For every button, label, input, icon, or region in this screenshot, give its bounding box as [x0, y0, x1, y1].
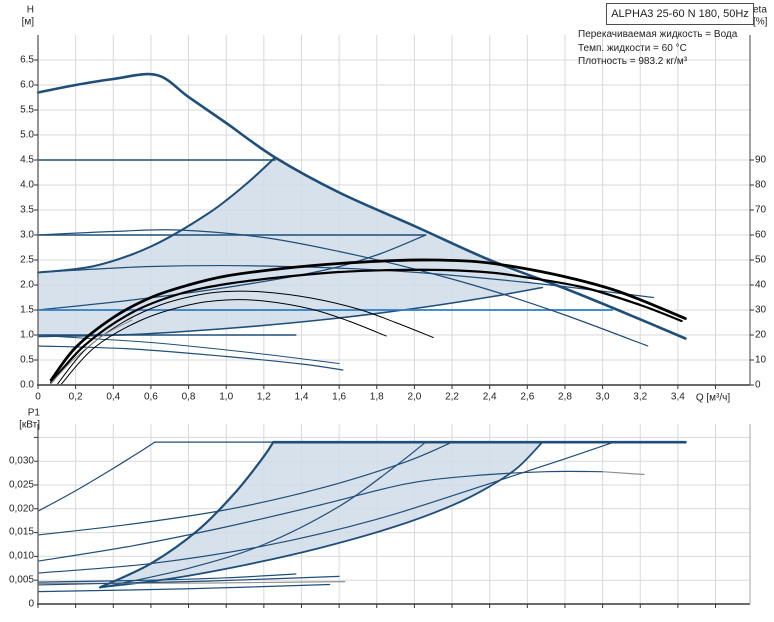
tick-label: 0.0 — [20, 379, 34, 391]
eta-curve-main — [49, 258, 687, 382]
p1-const-1p0 — [37, 573, 297, 583]
h-axis-unit: [м] — [21, 16, 34, 28]
prop-pressure-curve-mid — [37, 234, 427, 311]
eta-curve-small-2 — [60, 299, 387, 386]
eta-curve-second — [50, 268, 683, 384]
tick-label: 0.5 — [20, 354, 34, 366]
p1-min-speed — [37, 575, 340, 586]
eta-curve-small-1 — [56, 290, 434, 386]
tick-label: 6.5 — [20, 54, 34, 66]
p1-speed-iii-tail — [602, 471, 645, 476]
tick-label: 6.0 — [20, 79, 34, 91]
p1-const-1p5 — [37, 441, 615, 574]
tick-label: 80 — [755, 179, 767, 191]
prop-pressure-curve-high — [37, 156, 277, 274]
p1-max-rise — [37, 441, 156, 512]
tick-label: 2,0 — [407, 391, 422, 403]
pump-title: ALPHA3 25-60 N 180, 50Hz — [611, 8, 749, 20]
max-speed-curve — [36, 72, 687, 340]
tick-label: 0 — [35, 391, 41, 403]
tick-label: 0,010 — [8, 550, 34, 562]
tick-label: 40 — [755, 279, 767, 291]
h-axis-label: H — [26, 4, 34, 16]
tick-label: 10 — [755, 354, 767, 366]
tick-label: 0,020 — [8, 503, 34, 515]
tick-label: 20 — [755, 329, 767, 341]
tick-label: 3,4 — [670, 391, 685, 403]
tick-label: 5.0 — [20, 129, 34, 141]
tick-label: 0,8 — [181, 391, 196, 403]
duty-range-shade-p1 — [100, 442, 543, 588]
tick-label: 1.0 — [20, 329, 34, 341]
condition-liquid: Перекачиваемая жидкость = Вода — [578, 29, 738, 40]
tick-label: 3.0 — [20, 229, 34, 241]
tick-label: 90 — [755, 154, 767, 166]
tick-label: 1,8 — [369, 391, 384, 403]
condition-temperature: Темп. жидкости = 60 °C — [578, 42, 687, 54]
tick-label: 0,030 — [8, 455, 34, 467]
tick-label: 1,0 — [219, 391, 234, 403]
tick-label: 50 — [755, 254, 767, 266]
tick-label: 1,2 — [256, 391, 271, 403]
tick-label: 0,4 — [106, 391, 121, 403]
eta-axis-label: eta — [753, 4, 767, 16]
tick-label: 60 — [755, 229, 767, 241]
tick-label: 0,015 — [8, 526, 34, 538]
operating-conditions: Перекачиваемая жидкость = Вода Темп. жид… — [578, 28, 737, 69]
p1-axis-unit: [кВт] — [19, 419, 40, 431]
tick-label: 3,2 — [633, 391, 648, 403]
tick-label: 1,4 — [294, 391, 309, 403]
condition-density: Плотность = 983.2 кг/м³ — [578, 56, 688, 67]
tick-label: 0,2 — [68, 391, 83, 403]
tick-label: 3.5 — [20, 204, 34, 216]
min-speed-curve-2 — [56, 336, 340, 364]
tick-label: 30 — [755, 304, 767, 316]
speed-curve-iii — [37, 229, 649, 347]
tick-label: 4.0 — [20, 179, 34, 191]
tick-label: 1.5 — [20, 304, 34, 316]
tick-label: 2.5 — [20, 254, 34, 266]
q-axis-label: Q [м³/ч] — [695, 392, 731, 404]
tick-label: 2.0 — [20, 279, 34, 291]
tick-label: 0 — [28, 598, 34, 610]
min-speed-curve — [37, 345, 344, 371]
tick-label: 2,4 — [482, 391, 497, 403]
tick-label: 70 — [755, 204, 767, 216]
tick-label: 4.5 — [20, 154, 34, 166]
p1-const-3p0 — [37, 441, 453, 536]
p1-prop-low — [99, 441, 544, 589]
p1-lowest — [37, 583, 331, 593]
eta-axis-unit: [%] — [753, 16, 768, 28]
p1-speed-iii — [37, 470, 604, 562]
tick-label: 1,6 — [332, 391, 347, 403]
tick-label: 2,2 — [445, 391, 459, 403]
tick-label: 0 — [755, 379, 761, 391]
tick-label: 0,005 — [8, 574, 34, 586]
tick-label: 0,6 — [143, 391, 158, 403]
tick-label: 5.5 — [20, 104, 34, 116]
pump-title-box: ALPHA3 25-60 N 180, 50Hz — [606, 3, 754, 25]
tick-label: 0,025 — [8, 479, 34, 491]
tick-label: 2,6 — [520, 391, 535, 403]
tick-label: 3,0 — [595, 391, 610, 403]
speed-curve-ii — [37, 264, 655, 299]
tick-label: 2,8 — [558, 391, 572, 403]
p1-axis-label: P1 — [27, 407, 40, 419]
gray-start-stub — [48, 319, 133, 386]
